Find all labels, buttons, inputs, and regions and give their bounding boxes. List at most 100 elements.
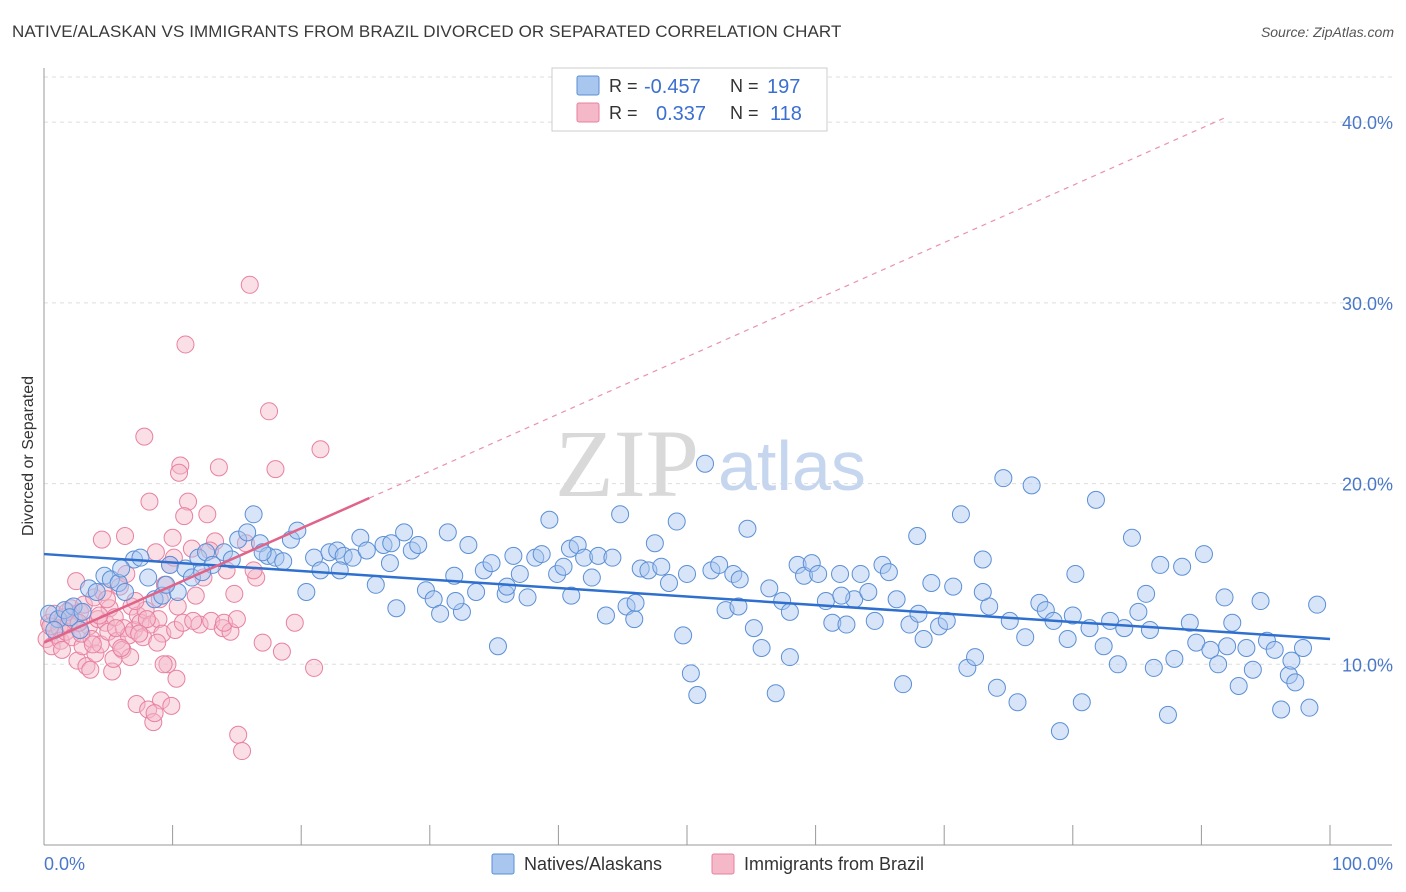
data-point-brazil	[162, 696, 181, 715]
series-immigrants-from-brazil	[37, 275, 330, 761]
data-point-natives	[452, 602, 471, 621]
data-point-brazil	[179, 492, 198, 511]
data-point-brazil	[145, 704, 164, 723]
data-point-natives	[1218, 637, 1237, 656]
data-point-natives	[831, 564, 850, 583]
watermark-atlas: atlas	[718, 427, 866, 505]
data-point-natives	[139, 568, 158, 587]
data-point-natives	[1151, 555, 1170, 574]
data-point-natives	[582, 568, 601, 587]
data-point-natives	[914, 629, 933, 648]
watermark: ZIP atlas	[555, 410, 866, 517]
data-point-natives	[474, 561, 493, 580]
data-point-natives	[780, 648, 799, 667]
data-point-brazil	[112, 639, 131, 658]
data-point-natives	[40, 604, 59, 623]
data-point-natives	[1022, 476, 1041, 495]
data-point-brazil	[98, 590, 117, 609]
data-point-natives	[1180, 613, 1199, 632]
data-point-natives	[311, 561, 330, 580]
data-point-natives	[459, 536, 478, 555]
y-tick-label: 30.0%	[1342, 294, 1393, 314]
data-point-brazil	[176, 335, 195, 354]
data-point-natives	[1086, 490, 1105, 509]
data-point-natives	[1194, 545, 1213, 564]
data-point-natives	[1066, 564, 1085, 583]
legend-label-natives: Natives/Alaskans	[524, 854, 662, 874]
data-point-natives	[1122, 528, 1141, 547]
data-point-natives	[1072, 693, 1091, 712]
data-point-natives	[112, 559, 131, 578]
data-point-natives	[887, 590, 906, 609]
data-point-natives	[357, 541, 376, 560]
data-point-natives	[330, 561, 349, 580]
data-point-natives	[1140, 620, 1159, 639]
data-point-brazil	[166, 620, 185, 639]
data-point-natives	[809, 564, 828, 583]
data-point-natives	[645, 534, 664, 553]
data-point-natives	[879, 563, 898, 582]
data-point-natives	[1129, 602, 1148, 621]
data-point-natives	[1223, 613, 1242, 632]
data-point-natives	[554, 557, 573, 576]
data-point-natives	[752, 639, 771, 658]
data-point-natives	[802, 554, 821, 573]
data-point-natives	[681, 664, 700, 683]
data-point-brazil	[227, 610, 246, 629]
stats-n-label-pink: N =	[730, 103, 759, 123]
data-point-natives	[1030, 593, 1049, 612]
data-point-brazil	[148, 633, 167, 652]
data-point-natives	[951, 505, 970, 524]
data-point-natives	[760, 579, 779, 598]
data-point-brazil	[186, 586, 205, 605]
stats-r-value-blue: -0.457	[644, 76, 701, 98]
data-point-natives	[1265, 640, 1284, 659]
data-point-natives	[674, 626, 693, 645]
data-point-brazil	[272, 642, 291, 661]
data-point-natives	[780, 602, 799, 621]
data-point-natives	[611, 505, 630, 524]
data-point-natives	[431, 604, 450, 623]
data-point-natives	[922, 573, 941, 592]
data-point-natives	[973, 583, 992, 602]
data-point-brazil	[154, 655, 173, 674]
data-point-brazil	[125, 620, 144, 639]
data-point-natives	[766, 684, 785, 703]
data-point-brazil	[171, 456, 190, 475]
data-point-brazil	[53, 640, 72, 659]
data-point-natives	[859, 583, 878, 602]
data-point-natives	[1243, 660, 1262, 679]
data-point-natives	[575, 548, 594, 567]
data-point-natives	[116, 583, 135, 602]
data-point-natives	[1165, 649, 1184, 668]
data-point-brazil	[240, 275, 259, 294]
data-point-natives	[944, 577, 963, 596]
data-point-natives	[497, 577, 516, 596]
data-point-brazil	[253, 633, 272, 652]
data-point-natives	[823, 613, 842, 632]
data-point-natives	[688, 686, 707, 705]
data-point-natives	[1063, 606, 1082, 625]
stats-legend: R = -0.457 N = 197 R = 0.337 N = 118	[551, 67, 828, 132]
data-point-brazil	[116, 526, 135, 545]
bottom-legend: Natives/Alaskans Immigrants from Brazil	[491, 853, 924, 875]
data-point-brazil	[305, 658, 324, 677]
stats-r-label-blue: R =	[609, 76, 638, 96]
data-point-brazil	[260, 402, 279, 421]
data-point-brazil	[182, 539, 201, 558]
axes	[43, 68, 1392, 846]
data-point-natives	[215, 543, 234, 562]
data-point-natives	[631, 559, 650, 578]
data-point-brazil	[266, 460, 285, 479]
data-point-natives	[131, 548, 150, 567]
stats-n-label-blue: N =	[730, 76, 759, 96]
data-point-brazil	[158, 655, 177, 674]
trend-line-natives	[43, 552, 1331, 641]
data-point-natives	[395, 523, 414, 542]
x-tick-labels: 0.0% 100.0%	[44, 854, 1393, 874]
watermark-zip: ZIP	[555, 410, 699, 517]
data-point-brazil	[170, 463, 189, 482]
data-point-brazil	[121, 648, 140, 667]
data-point-natives	[1300, 698, 1319, 717]
trend-lines	[43, 116, 1331, 644]
